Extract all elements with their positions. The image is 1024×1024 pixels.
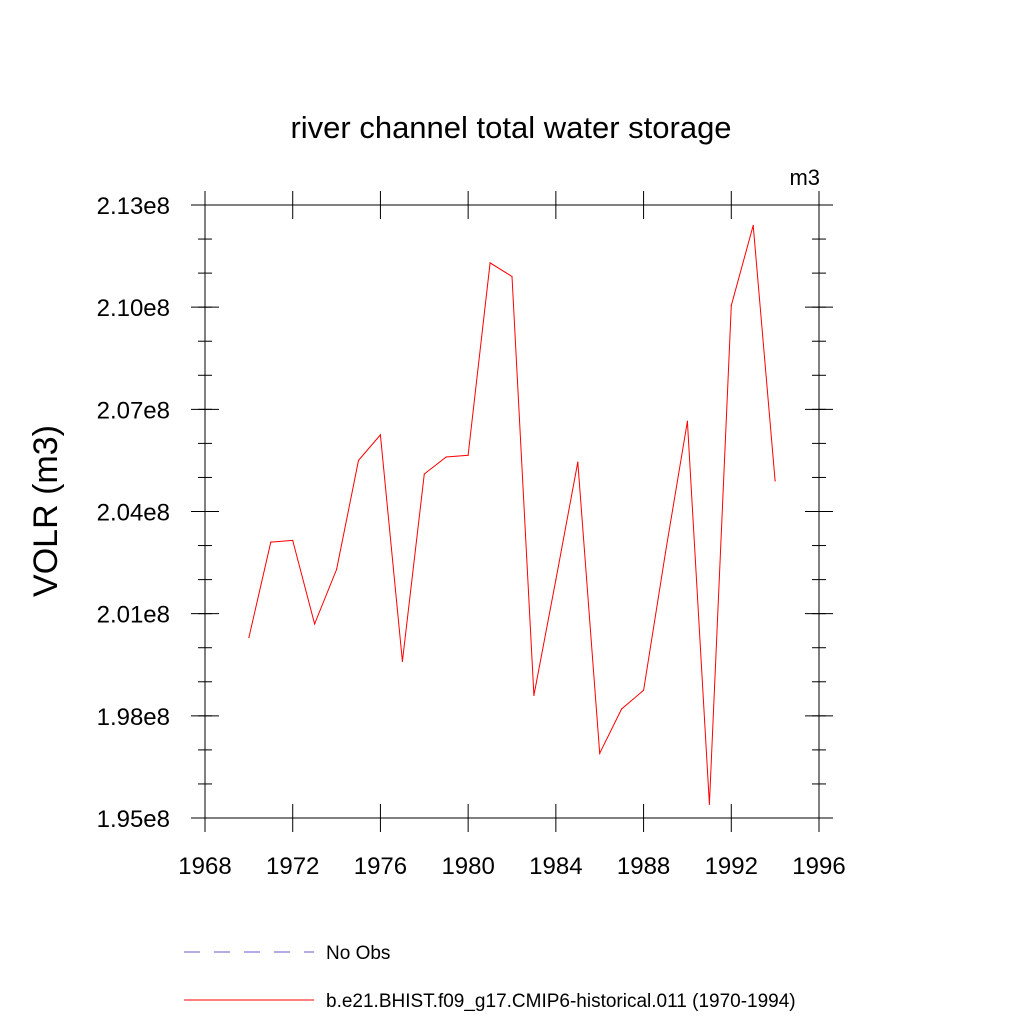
legend: No Obs b.e21.BHIST.f09_g17.CMIP6-historic…: [184, 943, 796, 1012]
x-tick-label: 1996: [792, 853, 845, 880]
data-point: [577, 461, 579, 463]
data-point: [686, 420, 689, 422]
y-tick-label: 2.07e8: [97, 397, 170, 424]
y-tick-label: 1.98e8: [97, 704, 170, 731]
legend-label: No Obs: [326, 943, 390, 964]
data-point: [533, 694, 535, 697]
legend-label: b.e21.BHIST.f09_g17.CMIP6-historical.011…: [326, 991, 796, 1012]
data-point: [774, 480, 776, 482]
tick-labels: 1968 1972 1976 1980 1984 1988 1992 1996 1.95e8 1.…: [97, 193, 846, 880]
data-point: [423, 473, 425, 475]
y-tick-label: 2.10e8: [97, 295, 170, 322]
data-point: [489, 262, 491, 264]
data-point: [379, 434, 382, 436]
y-tick-label: 2.01e8: [97, 602, 170, 629]
x-tick-label: 1988: [617, 853, 670, 880]
data-point: [292, 539, 294, 542]
units-label: m3: [789, 165, 820, 190]
data-point: [357, 459, 360, 462]
x-tick-label: 1980: [441, 853, 494, 880]
data-point: [467, 454, 469, 456]
axis-ticks: [191, 191, 833, 832]
data-point: [445, 456, 447, 458]
series-line: [248, 225, 776, 805]
data-point: [664, 551, 667, 553]
y-tick-label: 1.95e8: [97, 806, 170, 833]
data-point: [642, 689, 645, 691]
x-tick-label: 1976: [354, 853, 407, 880]
data-point: [599, 752, 601, 754]
plot-frame: [204, 204, 820, 819]
data-point: [248, 636, 250, 639]
y-tick-label: 2.13e8: [97, 193, 170, 220]
chart-title: river channel total water storage: [290, 110, 731, 145]
data-point: [555, 579, 557, 581]
x-tick-label: 1992: [705, 853, 758, 880]
y-tick-label: 2.04e8: [97, 500, 170, 527]
series-lines: [248, 224, 776, 805]
x-tick-label: 1968: [178, 853, 231, 880]
data-point: [270, 541, 272, 543]
data-point: [401, 660, 403, 662]
data-point: [752, 224, 754, 227]
y-axis-label: VOLR (m3): [27, 425, 65, 597]
x-tick-label: 1972: [266, 853, 319, 880]
x-tick-label: 1984: [529, 853, 582, 880]
data-point: [511, 275, 513, 278]
data-point: [621, 708, 623, 710]
data-point: [730, 304, 732, 307]
data-point: [314, 623, 316, 625]
data-point: [708, 803, 710, 805]
data-point: [335, 568, 338, 570]
